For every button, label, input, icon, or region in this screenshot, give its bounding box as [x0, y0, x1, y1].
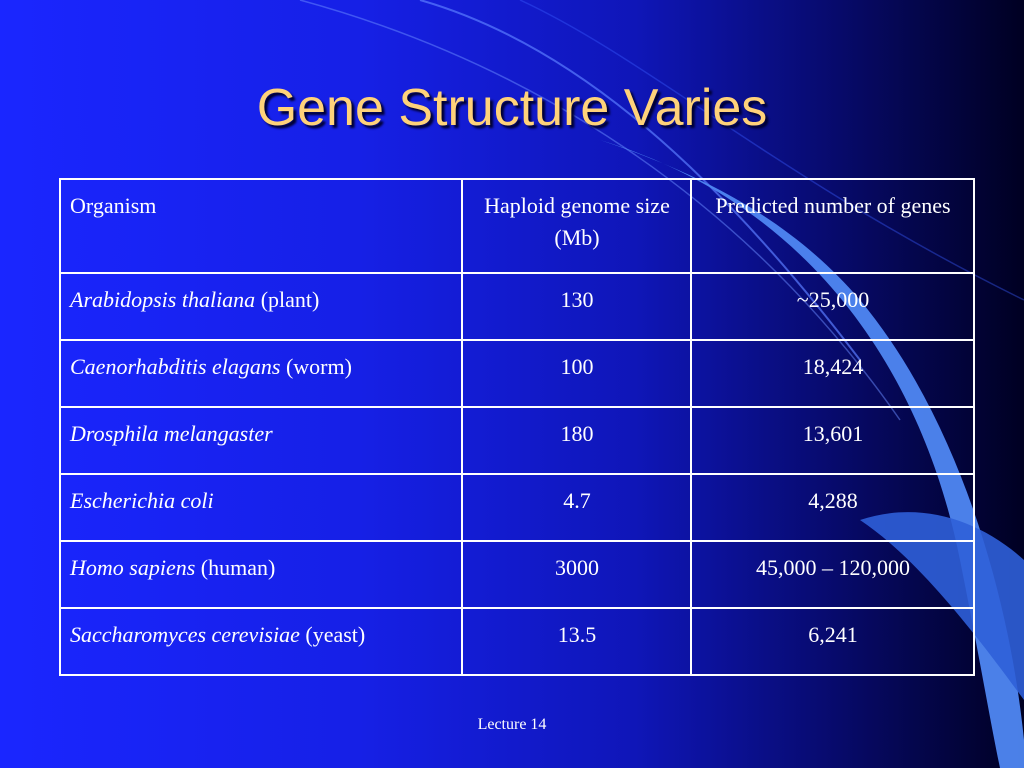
organism-cell: Homo sapiens (human)	[59, 540, 463, 609]
header-organism: Organism	[59, 178, 463, 274]
table-row: Escherichia coli 4.7 4,288	[59, 473, 975, 542]
species-name: Arabidopsis thaliana	[70, 287, 256, 312]
genome-size-cell: 100	[461, 339, 692, 408]
table-header-row: Organism Haploid genome size (Mb) Predic…	[59, 178, 975, 274]
header-genome-size: Haploid genome size (Mb)	[461, 178, 692, 274]
organism-cell: Saccharomyces cerevisiae (yeast)	[59, 607, 463, 676]
table-row: Drosphila melangaster 180 13,601	[59, 406, 975, 475]
organism-cell: Arabidopsis thaliana (plant)	[59, 272, 463, 341]
common-name: (plant)	[255, 287, 320, 312]
gene-count-cell: ~25,000	[690, 272, 975, 341]
table-row: Caenorhabditis elagans (worm) 100 18,424	[59, 339, 975, 408]
common-name: (worm)	[280, 354, 352, 379]
genome-size-cell: 180	[461, 406, 692, 475]
gene-count-cell: 4,288	[690, 473, 975, 542]
table-row: Homo sapiens (human) 3000 45,000 – 120,0…	[59, 540, 975, 609]
genome-size-cell: 130	[461, 272, 692, 341]
gene-count-cell: 18,424	[690, 339, 975, 408]
species-name: Drosphila melangaster	[70, 421, 273, 446]
species-name: Saccharomyces cerevisiae	[70, 622, 300, 647]
table-row: Arabidopsis thaliana (plant) 130 ~25,000	[59, 272, 975, 341]
species-name: Escherichia coli	[70, 488, 214, 513]
gene-count-cell: 6,241	[690, 607, 975, 676]
table-row: Saccharomyces cerevisiae (yeast) 13.5 6,…	[59, 607, 975, 676]
species-name: Homo sapiens	[70, 555, 196, 580]
organism-cell: Caenorhabditis elagans (worm)	[59, 339, 463, 408]
slide-title: Gene Structure Varies	[256, 79, 768, 137]
slide-footer: Lecture 14	[477, 716, 547, 733]
common-name: (yeast)	[299, 622, 366, 647]
genome-size-cell: 3000	[461, 540, 692, 609]
genome-size-cell: 4.7	[461, 473, 692, 542]
gene-table: Organism Haploid genome size (Mb) Predic…	[59, 178, 975, 676]
genome-size-cell: 13.5	[461, 607, 692, 676]
species-name: Caenorhabditis elagans	[70, 354, 281, 379]
gene-count-cell: 45,000 – 120,000	[690, 540, 975, 609]
organism-cell: Escherichia coli	[59, 473, 463, 542]
organism-cell: Drosphila melangaster	[59, 406, 463, 475]
gene-count-cell: 13,601	[690, 406, 975, 475]
header-gene-count: Predicted number of genes	[690, 178, 975, 274]
common-name: (human)	[195, 555, 276, 580]
